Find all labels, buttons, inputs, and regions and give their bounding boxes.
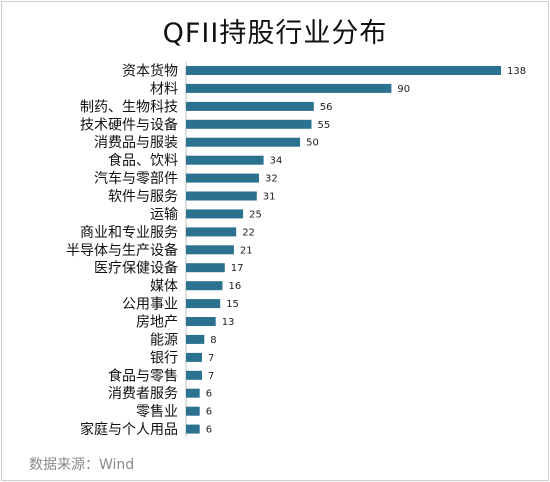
value-label: 17	[231, 263, 244, 274]
value-label: 31	[263, 192, 276, 203]
bar	[186, 101, 314, 111]
category-label: 食品、饮料	[108, 152, 178, 169]
value-label: 50	[306, 138, 319, 149]
category-label: 银行	[150, 350, 178, 366]
value-label: 6	[206, 425, 212, 436]
category-label: 公用事业	[122, 297, 178, 313]
value-label: 8	[210, 335, 216, 346]
bar	[186, 281, 223, 291]
bar	[186, 388, 200, 398]
bar	[186, 66, 501, 75]
chart-title: QFII持股行业分布	[162, 18, 388, 49]
value-label: 16	[229, 281, 242, 292]
value-label: 55	[318, 120, 331, 131]
bar	[186, 83, 392, 93]
bar	[186, 191, 257, 201]
value-label: 21	[240, 245, 253, 256]
value-label: 32	[265, 174, 278, 185]
category-label: 媒体	[150, 279, 178, 295]
bar	[186, 263, 225, 273]
category-label: 软件与服务	[108, 189, 178, 205]
value-label: 15	[226, 299, 239, 310]
category-label: 房地产	[136, 315, 178, 331]
bar	[186, 370, 202, 380]
bar	[186, 227, 237, 237]
bar	[186, 424, 200, 434]
value-label: 6	[206, 389, 212, 400]
bar	[186, 137, 301, 147]
value-label: 6	[206, 407, 212, 418]
category-label: 制药、生物科技	[80, 99, 178, 115]
value-label: 56	[320, 102, 333, 113]
source-note: 数据来源：Wind	[29, 457, 135, 473]
bar	[186, 334, 205, 344]
value-label: 25	[249, 209, 262, 220]
bar	[186, 173, 259, 183]
category-label: 半导体与生产设备	[66, 242, 178, 259]
category-label: 材料	[150, 81, 178, 97]
bar	[186, 317, 216, 326]
category-label: 资本货物	[122, 63, 178, 80]
bar	[186, 245, 234, 255]
bar	[186, 352, 202, 362]
category-label: 零售业	[136, 404, 178, 420]
bar	[186, 406, 200, 416]
bar	[186, 209, 244, 219]
category-label: 能源	[150, 332, 178, 348]
value-label: 7	[208, 353, 214, 364]
value-label: 13	[222, 317, 235, 328]
bar	[186, 299, 221, 309]
bar	[186, 119, 312, 129]
value-label: 34	[270, 156, 283, 167]
category-label: 食品与零售	[108, 367, 178, 384]
value-label: 138	[507, 66, 526, 77]
category-label: 汽车与零部件	[94, 170, 178, 187]
value-label: 7	[208, 371, 214, 382]
value-label: 90	[397, 84, 410, 95]
category-label: 运输	[150, 207, 178, 223]
value-label: 22	[242, 227, 255, 238]
category-label: 医疗保健设备	[94, 260, 178, 277]
category-label: 技术硬件与设备	[80, 116, 178, 133]
category-label: 家庭与个人用品	[80, 421, 178, 438]
category-label: 商业和专业服务	[80, 225, 178, 241]
bar	[186, 155, 264, 165]
category-label: 消费者服务	[108, 386, 178, 402]
category-label: 消费品与服装	[94, 135, 178, 151]
